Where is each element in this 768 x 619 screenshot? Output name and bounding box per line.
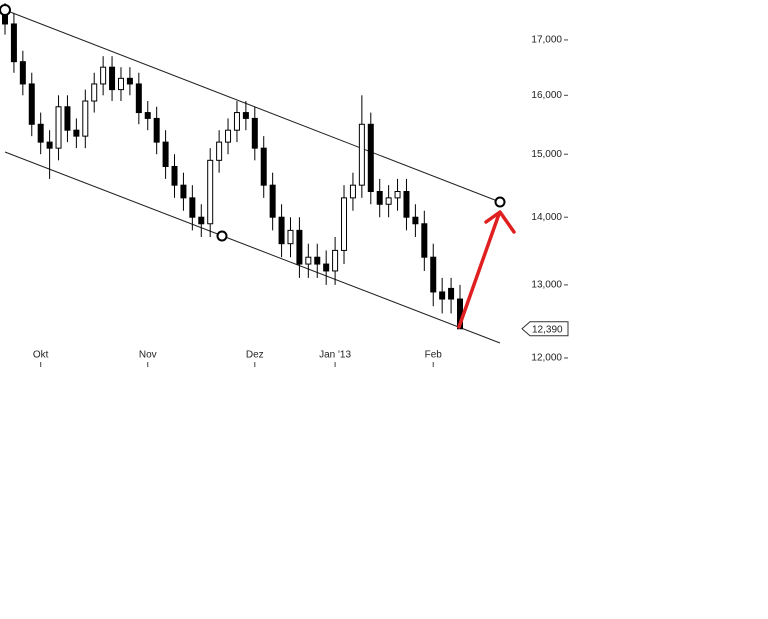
- candle-body: [19, 61, 26, 85]
- lower-trendline: [4, 151, 501, 344]
- arrow-head: [484, 210, 516, 234]
- candle-body: [162, 141, 169, 167]
- candle-body: [109, 66, 116, 91]
- candle-body: [153, 117, 160, 143]
- candle-body: [91, 83, 98, 102]
- candle-body: [305, 256, 312, 265]
- y-tick-label: 16,000: [531, 90, 562, 101]
- candle-body: [341, 197, 348, 251]
- candle-body: [117, 77, 124, 91]
- candle-body: [269, 184, 276, 218]
- candle-body: [207, 159, 214, 225]
- candle-body: [126, 77, 133, 85]
- candle-body: [135, 83, 142, 114]
- candle-body: [403, 190, 410, 218]
- candle-body: [296, 229, 303, 265]
- trend-channel: [4, 9, 501, 344]
- candle-body: [180, 184, 187, 199]
- candle-body: [260, 147, 267, 186]
- candle-body: [376, 190, 383, 205]
- x-tick-label: Dez: [246, 350, 264, 361]
- candle-body: [144, 112, 151, 119]
- y-tick-label: 13,000: [531, 280, 562, 291]
- candle-body: [367, 123, 374, 192]
- candle-body: [412, 216, 419, 225]
- candle-body: [28, 83, 35, 125]
- last-price-label: 12,390: [532, 324, 563, 335]
- candle-body: [439, 291, 446, 300]
- candle-body: [332, 249, 339, 272]
- candle-body: [10, 23, 17, 63]
- red-arrow: [457, 210, 516, 329]
- anchor-point: [0, 4, 11, 16]
- anchor-points: [0, 4, 506, 242]
- x-tick-label: Nov: [139, 350, 157, 361]
- anchor-point: [216, 230, 228, 242]
- plot-area: 12,000 13,000 14,000 15,000 16,000 17,000 12,3…: [2, 3, 569, 367]
- last-price-tag: [521, 321, 569, 337]
- candle-body: [73, 129, 80, 137]
- candle-body: [216, 141, 223, 161]
- candle-body: [233, 112, 240, 131]
- candle-body: [46, 141, 53, 149]
- candle-body: [421, 223, 428, 258]
- candle-body: [82, 100, 89, 137]
- arrow-shaft: [457, 212, 501, 329]
- candle-body: [242, 112, 249, 119]
- x-tick-label: Jan '13: [319, 350, 351, 361]
- candle-body: [314, 256, 321, 265]
- candle-body: [251, 117, 258, 149]
- y-tick-label: 15,000: [531, 149, 562, 160]
- candle-body: [55, 106, 62, 149]
- candle-body: [385, 197, 392, 205]
- candle-body: [225, 129, 232, 143]
- candle-body: [358, 123, 365, 186]
- candle-body: [198, 216, 205, 225]
- candle-body: [171, 165, 178, 186]
- candle-body: [278, 216, 285, 245]
- x-tick-label: Okt: [33, 350, 49, 361]
- candle-body: [349, 184, 356, 199]
- candle-body: [323, 263, 330, 272]
- candle-body: [394, 190, 401, 199]
- candle-body: [189, 197, 196, 218]
- candle-body: [287, 229, 294, 245]
- anchor-point: [494, 196, 506, 208]
- x-tick-label: Feb: [425, 350, 443, 361]
- candle-body: [64, 106, 71, 131]
- candle-body: [430, 256, 437, 293]
- y-tick-label: 17,000: [531, 35, 562, 46]
- candle-body: [100, 66, 107, 85]
- candle-body: [448, 287, 455, 300]
- y-tick-label: 14,000: [531, 212, 562, 223]
- candle-body: [37, 123, 44, 143]
- y-tick-label: 12,000: [531, 353, 562, 364]
- upper-trendline: [4, 9, 501, 203]
